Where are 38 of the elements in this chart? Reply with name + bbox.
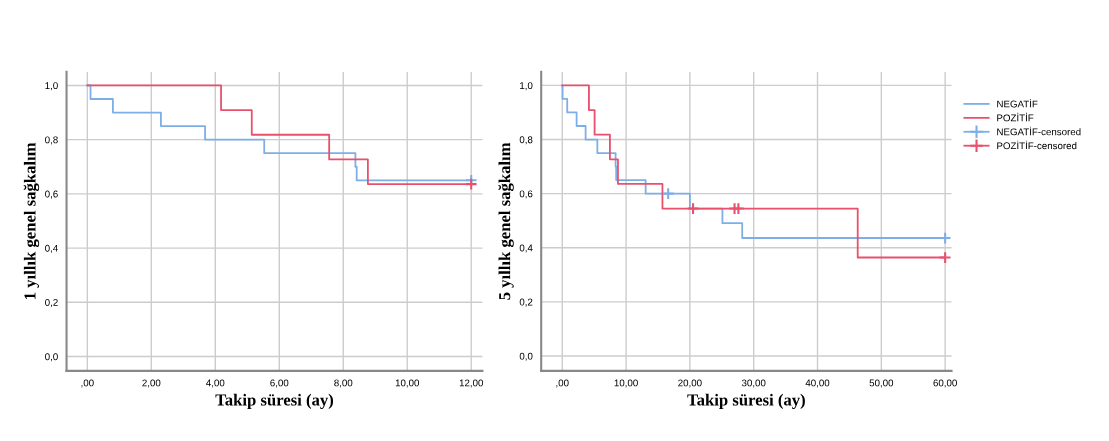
x-tick-label: ,00 (81, 379, 94, 388)
y-axis-title: 1 yıllık genel sağkalım (23, 142, 40, 299)
y-tick-label: 0,4 (519, 244, 533, 253)
x-axis-title: Takip süresi (ay) (687, 393, 805, 409)
y-tick-label: 1,0 (520, 82, 533, 91)
x-tick-label: ,00 (556, 379, 569, 388)
x-tick-label: 2,00 (142, 379, 161, 388)
x-tick-label: 12,00 (459, 379, 483, 388)
x-axis-title: Takip süresi (ay) (215, 393, 334, 409)
x-tick-label: 10,00 (395, 379, 420, 388)
point (661, 187, 675, 201)
x-tick-label: 40,00 (805, 379, 830, 388)
y-tick-label: 0,2 (519, 298, 533, 307)
y-tick-label: 0,8 (45, 136, 58, 145)
y-axis-title: 5 yıllık genel sağkalım (498, 142, 514, 300)
y-tick-label: 0,6 (45, 190, 58, 199)
point (731, 202, 745, 215)
x-tick-label: 8,00 (334, 379, 353, 388)
x-tick-label: 10,00 (614, 379, 638, 388)
y-tick-label: 0,4 (45, 244, 58, 253)
y-tick-label: 0,0 (519, 352, 533, 361)
y-tick-label: 1,0 (45, 82, 58, 91)
y-tick-label: 0,2 (45, 299, 58, 308)
point (686, 202, 700, 215)
legend-label: POZİTİF (997, 112, 1034, 122)
legend-label: POZİTİF-censored (997, 140, 1077, 150)
x-tick-label: 50,00 (869, 379, 894, 388)
y-tick-label: 0,8 (519, 136, 533, 145)
x-tick-label: 60,00 (933, 379, 957, 388)
point (938, 251, 952, 264)
y-tick-label: 0,0 (45, 353, 58, 362)
x-tick-label: 6,00 (270, 379, 289, 388)
y-tick-label: 0,6 (519, 190, 533, 199)
x-tick-label: 20,00 (678, 379, 702, 388)
legend-label: NEGATİF-censored (997, 126, 1081, 136)
x-tick-label: 4,00 (206, 379, 225, 388)
x-tick-label: 30,00 (741, 379, 766, 388)
legend-label: NEGATİF (997, 98, 1038, 108)
